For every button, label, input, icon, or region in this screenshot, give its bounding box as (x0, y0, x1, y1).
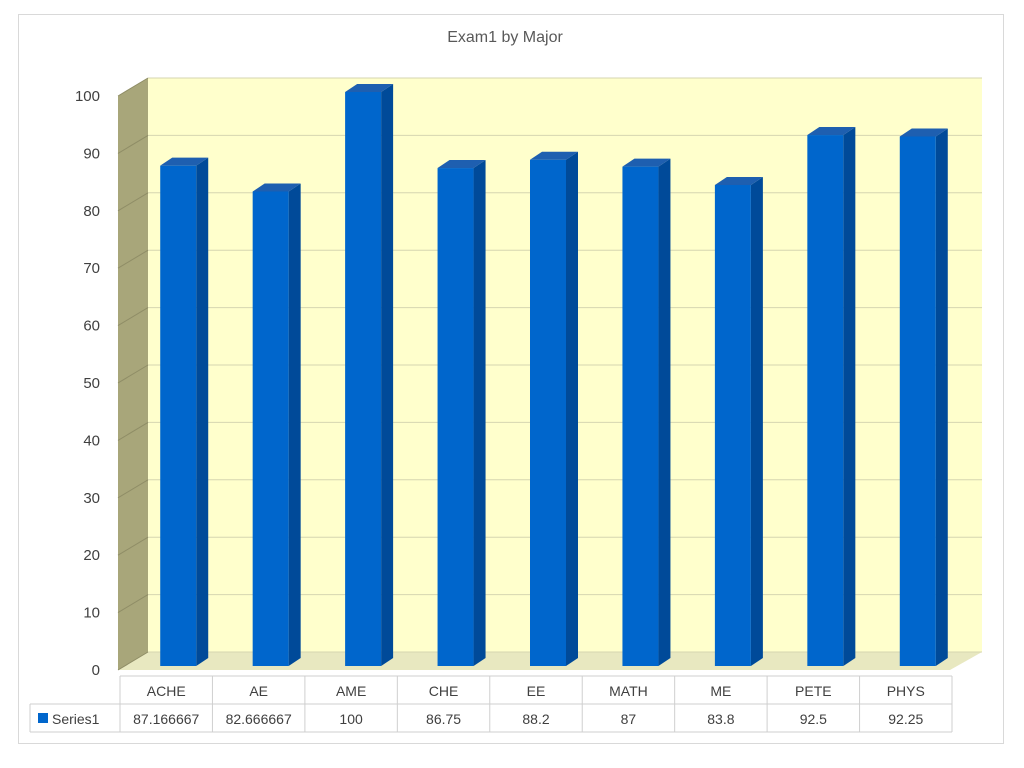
bar-top (714, 176, 763, 185)
data-value-label: 87.166667 (133, 711, 199, 727)
bar-side (750, 176, 763, 666)
data-value-label: 88.2 (522, 711, 549, 727)
bar-front (345, 92, 382, 666)
x-category-label: CHE (429, 683, 459, 699)
gridline-side (117, 364, 149, 384)
gridline-side (117, 479, 149, 499)
bar-front (714, 184, 751, 666)
bar-top (160, 157, 209, 166)
gridline-side (117, 536, 149, 556)
x-category-label: ACHE (147, 683, 186, 699)
bar-front (530, 159, 566, 666)
bar (160, 157, 209, 666)
y-tick-label: 50 (83, 375, 100, 392)
gridline-side (117, 249, 149, 269)
legend-key (38, 713, 48, 723)
chart-title: Exam1 by Major (447, 29, 563, 46)
bar (530, 151, 578, 666)
bar (345, 84, 394, 666)
gridline-side (117, 134, 149, 154)
y-tick-label: 20 (83, 547, 100, 564)
gridline-side (117, 421, 149, 441)
bar-side (843, 127, 856, 667)
y-tick-label: 40 (83, 432, 100, 449)
y-tick-label: 70 (83, 260, 100, 277)
y-tick-label: 100 (75, 88, 100, 105)
bar (899, 128, 948, 667)
bar-top (530, 151, 578, 160)
gridline-side (117, 192, 149, 212)
chart-frame (18, 14, 1004, 744)
y-tick-label: 80 (83, 203, 100, 220)
bar-top (622, 158, 671, 167)
bar-front (252, 191, 289, 666)
x-category-label: PHYS (887, 683, 925, 699)
gridline-side (117, 77, 149, 97)
y-tick-label: 30 (83, 490, 100, 507)
bar-front (622, 166, 659, 666)
y-tick-label: 10 (83, 605, 100, 622)
bar-side (935, 128, 948, 667)
bar-side (473, 160, 486, 666)
bar-front (899, 136, 936, 667)
x-category-label: EE (527, 683, 546, 699)
data-value-label: 86.75 (426, 711, 461, 727)
bar-side (196, 157, 209, 666)
bar (252, 183, 301, 666)
data-value-label: 87 (621, 711, 637, 727)
y-tick-label: 60 (83, 318, 100, 335)
gridline-side (117, 307, 149, 327)
data-value-label: 92.5 (800, 711, 827, 727)
bar-side (288, 183, 301, 666)
bar (714, 176, 763, 666)
x-category-label: AME (336, 683, 366, 699)
bar-front (160, 165, 197, 666)
gridline-side (117, 594, 149, 614)
bar-top (252, 183, 301, 192)
bar-top (899, 128, 948, 137)
data-value-label: 82.666667 (226, 711, 292, 727)
legend-series-name: Series1 (52, 711, 100, 727)
bar-front (437, 168, 474, 666)
bar (807, 127, 856, 667)
y-tick-label: 90 (83, 145, 100, 162)
data-value-label: 83.8 (707, 711, 734, 727)
x-category-label: ME (710, 683, 731, 699)
x-category-label: AE (249, 683, 268, 699)
bar-side (566, 151, 578, 666)
data-value-label: 100 (339, 711, 363, 727)
bar-top (345, 84, 394, 92)
bar-side (381, 84, 394, 666)
x-category-label: MATH (609, 683, 648, 699)
bar-side (658, 158, 671, 666)
y-tick-label: 0 (92, 662, 100, 679)
bar (437, 160, 486, 666)
data-value-label: 92.25 (888, 711, 923, 727)
x-category-label: PETE (795, 683, 832, 699)
bar-front (807, 135, 844, 667)
bar-top (807, 127, 856, 136)
gridline-side (117, 651, 149, 671)
bar (622, 158, 671, 666)
bar-top (437, 160, 486, 169)
